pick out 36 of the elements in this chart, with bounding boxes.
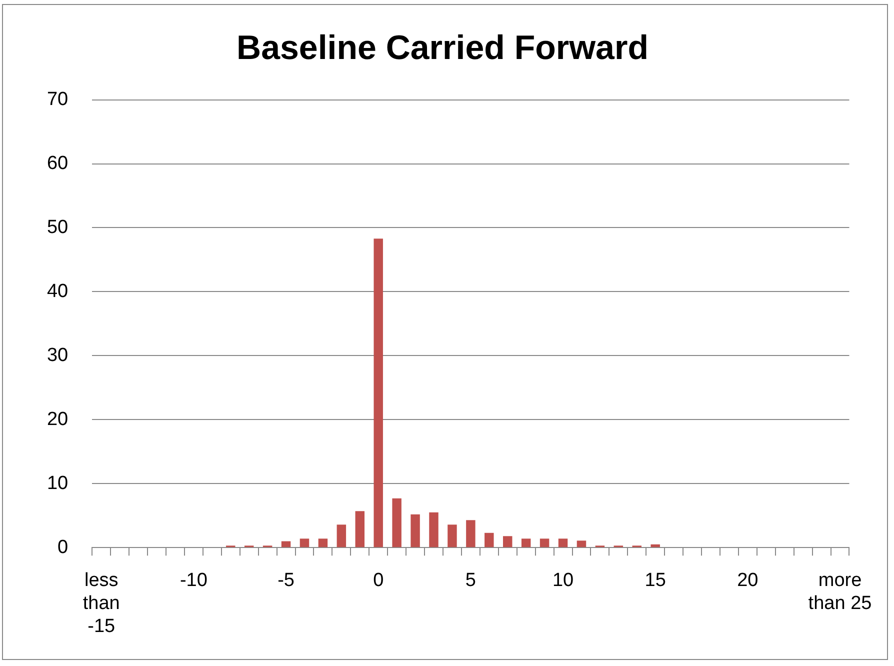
bar [374, 238, 383, 548]
y-tick-label: 70 [46, 89, 68, 110]
y-tick-label: 40 [46, 280, 68, 302]
bar [558, 538, 568, 548]
bar [466, 520, 476, 548]
bar [410, 514, 420, 548]
bar [300, 538, 310, 548]
x-tick-label: 10 [552, 570, 574, 592]
bar [448, 524, 457, 548]
x-tick-label: 20 [737, 570, 758, 592]
x-tick-label: 15 [644, 570, 666, 592]
x-tick-label: 5 [465, 570, 476, 592]
y-tick-label: 60 [46, 153, 68, 174]
y-tick-label: 10 [46, 472, 68, 494]
bar [540, 538, 550, 548]
y-tick-label: 50 [46, 216, 68, 238]
bar [429, 512, 438, 548]
bar [318, 538, 328, 548]
y-tick-label: 0 [58, 536, 68, 558]
x-tick-label: less than -15 [82, 570, 120, 637]
bar [576, 540, 586, 548]
bar [521, 538, 531, 548]
x-tick-label: -10 [180, 570, 208, 592]
y-tick-label: 20 [46, 408, 68, 430]
bar [484, 532, 494, 548]
x-tick-label: 0 [373, 570, 384, 592]
bar [336, 524, 346, 548]
bar [503, 536, 512, 548]
bar [392, 498, 402, 548]
bar [355, 511, 365, 548]
x-tick-label: -5 [278, 570, 294, 592]
chart-title: Baseline Carried Forward [236, 28, 648, 67]
bar [281, 541, 291, 548]
y-tick-label: 30 [46, 344, 68, 366]
bar [650, 544, 660, 548]
x-tick-label: more than 25 [808, 570, 872, 614]
